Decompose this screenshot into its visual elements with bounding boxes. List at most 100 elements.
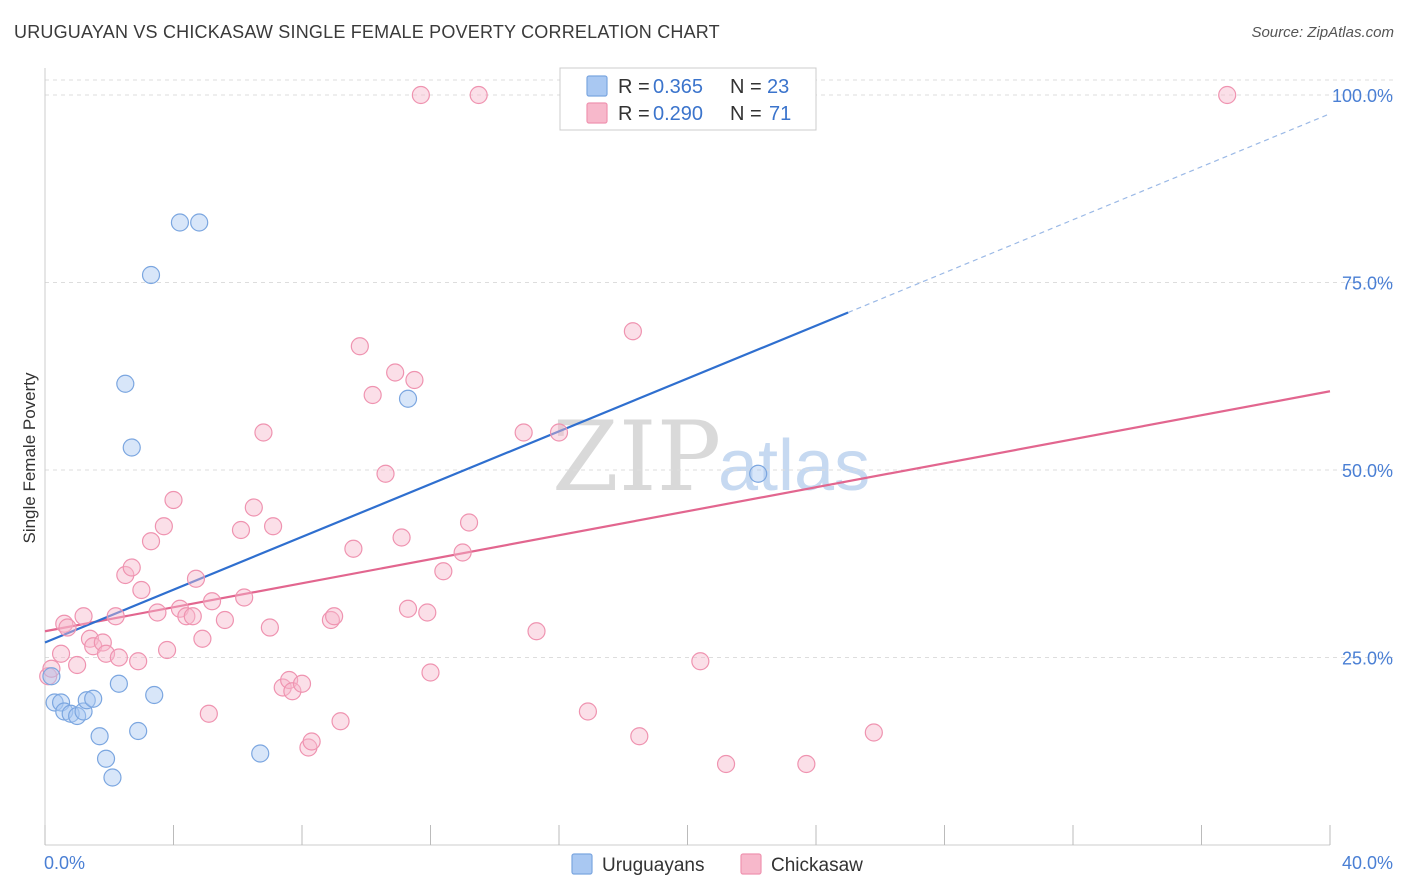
point-uruguayans: [141, 265, 161, 285]
point-chickasaw: [514, 423, 533, 442]
point-chickasaw: [283, 682, 302, 701]
point-chickasaw: [273, 678, 292, 697]
point-chickasaw: [344, 539, 363, 558]
point-chickasaw: [331, 712, 350, 731]
point-chickasaw: [132, 580, 151, 600]
watermark-atlas: atlas: [718, 426, 870, 506]
legend-swatch-uruguayans: [586, 75, 608, 97]
watermark-zip: ZIP: [552, 401, 721, 513]
point-uruguayans: [109, 674, 128, 693]
y-tick-label: 100.0%: [1332, 86, 1393, 106]
point-chickasaw: [106, 607, 125, 626]
point-uruguayans: [90, 727, 109, 746]
point-chickasaw: [386, 363, 405, 382]
point-chickasaw: [183, 607, 202, 626]
point-chickasaw: [1218, 85, 1237, 105]
y-axis-label: Single Female Poverty: [20, 372, 39, 544]
trend-lines: [44, 113, 1331, 644]
point-uruguayans: [145, 685, 164, 705]
axes: [44, 68, 1331, 846]
point-uruguayans: [749, 464, 768, 483]
point-chickasaw: [154, 517, 173, 536]
point-chickasaw: [93, 633, 112, 652]
point-chickasaw: [186, 569, 206, 588]
point-chickasaw: [164, 490, 183, 510]
point-chickasaw: [109, 648, 128, 667]
legend-n-label-chickasaw: N =: [730, 103, 762, 125]
chart-source: Source: ZipAtlas.com: [1251, 24, 1394, 41]
point-chickasaw: [623, 322, 642, 341]
point-chickasaw: [392, 528, 411, 547]
point-chickasaw: [202, 592, 222, 611]
point-chickasaw: [797, 754, 816, 774]
point-chickasaw: [350, 337, 369, 356]
point-uruguayans: [251, 744, 270, 763]
tick-labels: 25.0% 50.0% 75.0% 100.0%: [1332, 86, 1393, 669]
trend-line-uruguayans: [44, 311, 849, 644]
legend-r-label-uruguayans: R =: [618, 76, 650, 98]
y-tick-label: 75.0%: [1342, 274, 1393, 294]
point-chickasaw: [630, 727, 649, 746]
legend-swatch-chickasaw: [586, 102, 608, 124]
bottom-legend-chickasaw: Chickasaw: [771, 855, 863, 876]
point-chickasaw: [578, 702, 598, 721]
legend-r-value-uruguayans: 0.365: [653, 76, 703, 98]
point-chickasaw: [453, 543, 472, 562]
point-chickasaw: [51, 644, 71, 663]
point-chickasaw: [527, 622, 546, 641]
point-uruguayans: [398, 389, 418, 408]
point-chickasaw: [141, 532, 161, 551]
point-uruguayans: [96, 749, 116, 768]
grid-lines: [45, 79, 1393, 658]
point-chickasaw: [363, 385, 382, 405]
point-chickasaw: [398, 599, 418, 618]
point-chickasaw: [421, 663, 440, 682]
point-chickasaw: [405, 370, 424, 390]
point-chickasaw: [411, 85, 430, 105]
series-legend: Uruguayans Chickasaw: [571, 853, 863, 876]
bottom-swatch-uruguayans: [571, 853, 593, 875]
chart-title: URUGUAYAN VS CHICKASAW SINGLE FEMALE POV…: [14, 22, 720, 42]
point-chickasaw: [129, 652, 148, 671]
correlation-legend: R = 0.365 N = 23 R = 0.290 N = 71: [559, 67, 817, 131]
point-chickasaw: [235, 588, 254, 607]
bottom-legend-uruguayans: Uruguayans: [602, 855, 704, 876]
point-chickasaw: [459, 513, 479, 532]
legend-n-value-uruguayans: 23: [767, 76, 789, 98]
point-chickasaw: [716, 754, 736, 774]
point-chickasaw: [260, 618, 279, 637]
point-uruguayans: [116, 374, 135, 393]
point-chickasaw: [244, 498, 263, 517]
point-chickasaw: [215, 610, 234, 630]
point-chickasaw: [193, 629, 212, 648]
point-chickasaw: [74, 607, 93, 626]
point-uruguayans: [129, 721, 148, 741]
point-chickasaw: [376, 464, 395, 483]
point-chickasaw: [116, 565, 135, 585]
point-chickasaw: [42, 659, 61, 678]
trend-line-uruguayans-extrapolated: [847, 113, 1331, 314]
y-tick-label: 50.0%: [1342, 461, 1393, 481]
bottom-swatch-chickasaw: [740, 853, 762, 875]
point-uruguayans: [77, 691, 96, 710]
point-chickasaw: [325, 607, 344, 626]
point-chickasaw: [199, 704, 218, 723]
legend-n-value-chickasaw: 71: [769, 103, 791, 125]
point-chickasaw: [148, 603, 167, 622]
point-chickasaw: [157, 640, 177, 660]
point-chickasaw: [418, 603, 437, 622]
point-chickasaw: [58, 618, 77, 637]
point-chickasaw: [68, 655, 87, 675]
point-chickasaw: [122, 558, 141, 577]
point-uruguayans: [103, 768, 122, 787]
point-chickasaw: [691, 652, 710, 671]
x-tick-max: 40.0%: [1342, 853, 1393, 873]
point-uruguayans: [190, 213, 209, 232]
legend-r-value-chickasaw: 0.290: [653, 103, 703, 125]
point-chickasaw: [292, 674, 312, 693]
data-points: [39, 85, 1237, 787]
point-chickasaw: [302, 732, 321, 751]
point-uruguayans: [170, 213, 190, 232]
x-tick-min: 0.0%: [44, 853, 85, 873]
